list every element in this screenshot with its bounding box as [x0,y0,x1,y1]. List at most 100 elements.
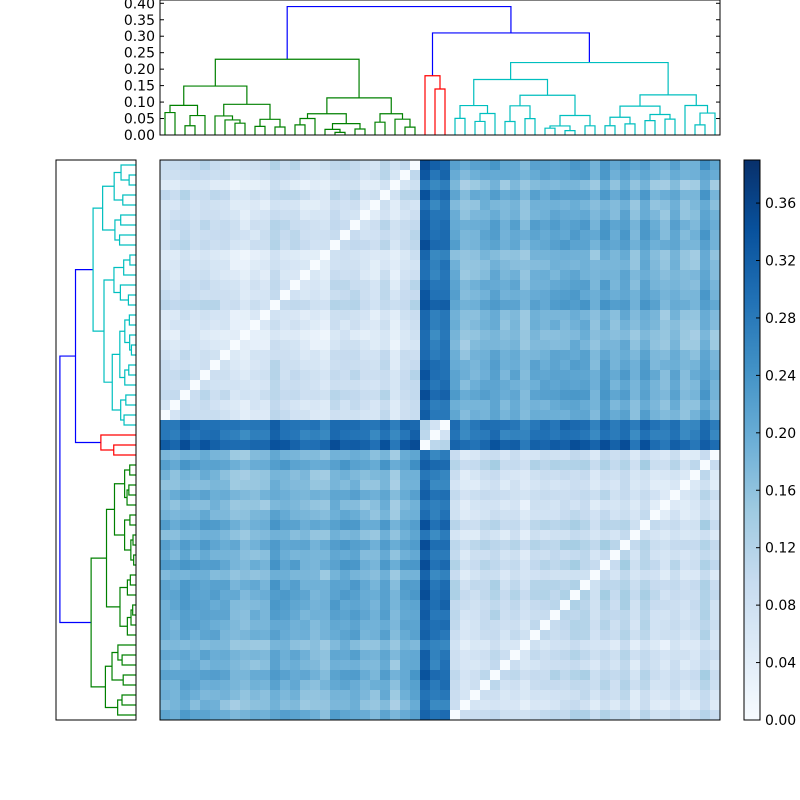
heatmap-cell [550,240,561,251]
heatmap-cell [360,680,371,691]
heatmap-cell [240,220,251,231]
heatmap-cell [430,700,441,711]
heatmap-cell [370,290,381,301]
heatmap-cell [650,160,661,171]
left-dendro-link-23 [124,369,136,386]
heatmap-cell [480,660,491,671]
heatmap-cell [560,710,571,721]
heatmap-cell [190,650,201,661]
heatmap-cell [430,630,441,641]
heatmap-cell [710,670,721,681]
heatmap-cell [470,400,481,411]
heatmap-cell [270,700,281,711]
heatmap-cell [680,170,691,181]
heatmap-cell [420,700,431,711]
heatmap-cell [320,440,331,451]
heatmap-cell [480,670,491,681]
heatmap-cell [160,270,171,281]
heatmap-cell [570,520,581,531]
heatmap-cell [670,670,681,681]
heatmap-cell [640,330,651,341]
heatmap-cell [400,480,411,491]
heatmap-cell [220,610,231,621]
heatmap-cell [390,370,401,381]
heatmap-cell [380,620,391,631]
heatmap-cell [450,400,461,411]
heatmap-cell [700,300,711,311]
heatmap-cell [710,490,721,501]
heatmap-cell [180,410,191,421]
heatmap-cell [310,600,321,611]
heatmap-cell [390,500,401,511]
heatmap-cell [610,520,621,531]
heatmap-cell [510,590,521,601]
heatmap-cell [320,250,331,261]
heatmap-cell [380,500,391,511]
heatmap-cell [300,390,311,401]
heatmap-cell [430,620,441,631]
heatmap-cell [470,330,481,341]
heatmap-cell [210,350,221,361]
heatmap-cell [430,170,441,181]
heatmap-cell [340,450,351,461]
left-dendro-link-19 [124,319,130,344]
heatmap-cell [330,510,341,521]
heatmap-cell [280,550,291,561]
heatmap-cell [680,160,691,171]
heatmap-cell [320,210,331,221]
heatmap-cell [450,680,461,691]
heatmap-cell [410,480,421,491]
heatmap-cell [320,580,331,591]
heatmap-cell [330,420,341,431]
heatmap-cell [270,540,281,551]
heatmap-cell [490,340,501,351]
heatmap-cell [710,470,721,481]
heatmap-cell [190,290,201,301]
heatmap-cell [580,250,591,261]
top-dendro-link-44 [639,94,697,107]
heatmap-cell [160,590,171,601]
heatmap-cell [170,430,181,441]
heatmap-cell [350,580,361,591]
top-dendro-link-50 [644,120,656,135]
heatmap-cell [540,320,551,331]
heatmap-cell [350,310,361,321]
heatmap-cell [650,330,661,341]
heatmap-cell [620,190,631,201]
heatmap-cell [230,620,241,631]
heatmap-cell [240,660,251,671]
heatmap-cell [520,470,531,481]
heatmap-cell [530,310,541,321]
heatmap-cell [500,400,511,411]
heatmap-cell [470,290,481,301]
heatmap-cell [160,700,171,711]
heatmap-cell [520,570,531,581]
heatmap-cell [270,470,281,481]
heatmap-cell [380,470,391,481]
heatmap-cell [280,670,291,681]
heatmap-cell [440,250,451,261]
heatmap-cell [330,180,341,191]
heatmap-cell [180,400,191,411]
heatmap-cell [420,510,431,521]
heatmap-cell [270,480,281,491]
heatmap-cell [170,630,181,641]
heatmap-cell [640,460,651,471]
heatmap-cell [370,340,381,351]
heatmap-cell [680,460,691,471]
heatmap-cell [230,430,241,441]
heatmap-cell [300,450,311,461]
heatmap-cell [160,430,171,441]
heatmap-cell [680,280,691,291]
heatmap-cell [640,310,651,321]
heatmap-cell [250,590,261,601]
heatmap-cell [670,220,681,231]
heatmap-cell [690,310,701,321]
heatmap-cell [300,460,311,471]
heatmap-cell [450,250,461,261]
heatmap-cell [670,200,681,211]
heatmap-cell [210,320,221,331]
heatmap-cell [260,350,271,361]
heatmap-cell [550,410,561,421]
heatmap-cell [580,590,591,601]
